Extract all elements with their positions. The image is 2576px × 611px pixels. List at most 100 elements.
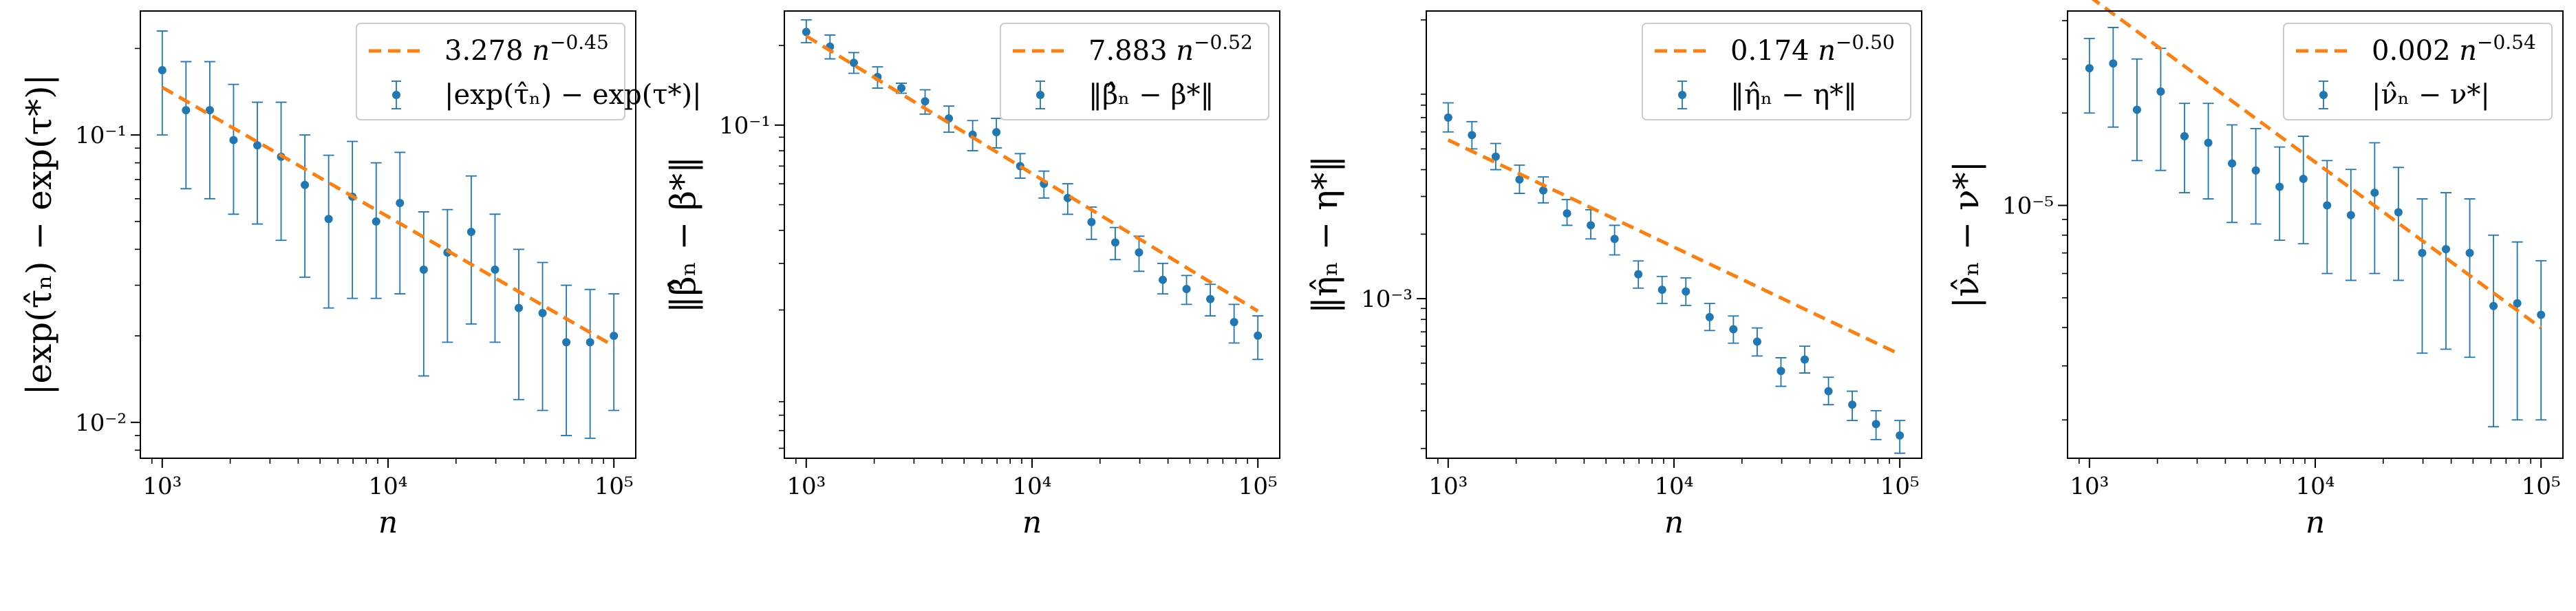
errorbar-series [1442, 102, 1906, 454]
data-point [1087, 217, 1096, 226]
data-point [1705, 312, 1714, 321]
chart-panel-1: 10³ 10⁴ 10⁵ 10⁻² 10⁻¹ 3.278 n−0.45 |exp(τ̂ₙ) −… [19, 10, 702, 540]
data-point [2180, 132, 2189, 141]
legend-box [356, 23, 625, 120]
data-point [1896, 431, 1904, 440]
x-tick-label: 10³ [142, 473, 182, 500]
fit-line [805, 34, 1259, 313]
data-point [2251, 166, 2260, 175]
data-point [1634, 270, 1643, 279]
legend-point-swatch [1036, 91, 1044, 99]
legend-series-label: |ν̂ₙ − ν*| [2372, 79, 2490, 111]
x-tick-label: 10⁵ [594, 473, 634, 500]
data-point [1468, 131, 1477, 140]
data-point [2370, 189, 2379, 197]
data-point [2132, 105, 2141, 114]
legend-box [2283, 23, 2553, 120]
y-tick-label: 10⁻³ [1361, 286, 1413, 313]
data-point [1135, 248, 1144, 257]
data-point [802, 28, 811, 36]
data-point [1206, 294, 1215, 303]
data-point [610, 332, 619, 341]
data-point [229, 136, 238, 144]
legend-series-label: |exp(τ̂ₙ) − exp(τ*)| [444, 79, 702, 111]
data-point [1230, 318, 1238, 327]
data-point [1515, 175, 1524, 184]
x-axis-label: n [2306, 505, 2325, 540]
data-point [1848, 400, 1857, 409]
legend-fit-label: 0.174 n−0.50 [1730, 31, 1895, 67]
x-tick-label: 10⁵ [1238, 473, 1278, 500]
x-tick-label: 10³ [1428, 473, 1468, 500]
data-point [2537, 310, 2546, 319]
x-axis-label: n [1022, 505, 1042, 540]
fit-line [1447, 138, 1901, 356]
data-point [2442, 245, 2451, 254]
data-point [2204, 138, 2213, 147]
data-point [1752, 337, 1761, 346]
minor-ticks [2062, 20, 2531, 464]
data-point [182, 106, 191, 115]
plot-frame [2067, 10, 2564, 459]
data-point [1610, 235, 1619, 244]
data-point [158, 66, 167, 75]
legend-series-label: ‖β̂ₙ − β*‖ [1088, 79, 1214, 111]
data-point [849, 58, 858, 67]
data-point [1587, 221, 1596, 230]
data-point [1110, 238, 1119, 247]
data-point [1777, 367, 1785, 376]
plot-frame [784, 10, 1280, 459]
plot-frame [1426, 10, 1922, 459]
data-point [2394, 208, 2403, 217]
y-axis-label: ‖η̂ₙ − η*‖ [1305, 156, 1345, 314]
data-point [1801, 355, 1810, 364]
x-tick-label: 10⁴ [369, 473, 408, 500]
legend-point-swatch [2319, 91, 2328, 99]
legend-series-label: ‖η̂ₙ − η*‖ [1730, 79, 1857, 111]
data-point [1871, 420, 1880, 429]
data-point [897, 84, 906, 93]
data-point [992, 128, 1001, 137]
data-point [2513, 299, 2522, 308]
data-point [1254, 331, 1263, 340]
data-point [1443, 113, 1452, 122]
data-point [562, 338, 571, 347]
data-point [2346, 211, 2355, 219]
chart-panel-2: 10³ 10⁴ 10⁵ 10⁻¹ 7.883 n−0.52 ‖β̂ₙ − β*‖ n ‖β̂ₙ… [663, 10, 1280, 540]
data-point [466, 228, 475, 237]
x-tick-label: 10⁵ [2522, 473, 2561, 500]
data-point [2228, 159, 2237, 168]
legend: 0.002 n−0.54 |ν̂ₙ − ν*| [2283, 23, 2553, 120]
minor-ticks [779, 45, 1248, 464]
chart-panel-4: 10³ 10⁴ 10⁵ 10⁻⁵ 0.002 n−0.54 |ν̂ₙ − ν*| n |ν̂ₙ… [1946, 0, 2564, 540]
y-axis-label: |ν̂ₙ − ν*| [1946, 161, 1986, 309]
x-tick-label: 10³ [2070, 473, 2109, 500]
data-point [586, 338, 594, 347]
x-tick-label: 10⁴ [1655, 473, 1694, 500]
data-point [205, 106, 214, 115]
data-point [1682, 287, 1690, 296]
x-axis-label: n [378, 505, 398, 540]
fit-line [2091, 0, 2542, 330]
data-point [1657, 286, 1666, 294]
data-point [515, 303, 524, 312]
errorbar-series [156, 30, 620, 439]
data-point [1824, 387, 1833, 396]
data-point [2299, 175, 2308, 184]
y-tick-label: 10⁻¹ [719, 112, 771, 140]
data-point [1182, 285, 1191, 294]
chart-panel-3: 10³ 10⁴ 10⁵ 10⁻³ 0.174 n−0.50 ‖η̂ₙ − η*‖ n ‖η̂ₙ… [1305, 10, 1922, 540]
legend-box [1000, 23, 1269, 120]
legend: 7.883 n−0.52 ‖β̂ₙ − β*‖ [1000, 23, 1269, 120]
data-point [538, 309, 547, 318]
data-point [2489, 301, 2498, 310]
plot-frame [140, 10, 636, 459]
data-point [372, 217, 380, 226]
y-tick-label: 10⁻¹ [75, 122, 127, 149]
legend-fit-label: 7.883 n−0.52 [1088, 31, 1253, 67]
legend-point-swatch [392, 91, 400, 99]
legend: 3.278 n−0.45 |exp(τ̂ₙ) − exp(τ*)| [356, 23, 702, 120]
y-axis-label: ‖β̂ₙ − β*‖ [663, 156, 703, 313]
x-tick-label: 10⁵ [1880, 473, 1920, 500]
